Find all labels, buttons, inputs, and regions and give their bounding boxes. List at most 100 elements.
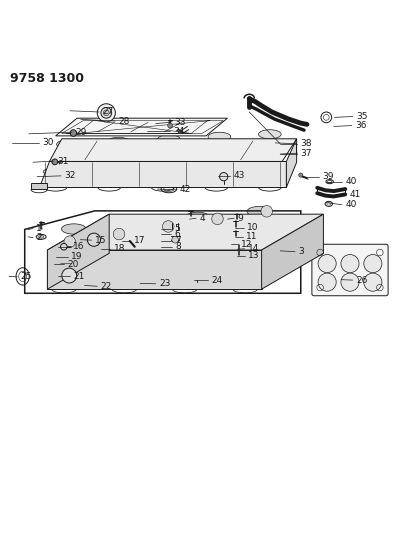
Ellipse shape: [186, 177, 211, 184]
Text: 33: 33: [174, 118, 186, 127]
Circle shape: [318, 273, 336, 291]
Text: 17: 17: [133, 237, 145, 246]
Text: 10: 10: [247, 223, 259, 232]
Ellipse shape: [36, 235, 46, 239]
Ellipse shape: [57, 140, 79, 149]
Text: 32: 32: [64, 172, 76, 180]
Circle shape: [318, 255, 336, 273]
Text: 39: 39: [323, 172, 334, 181]
Ellipse shape: [208, 132, 231, 141]
Circle shape: [97, 104, 115, 122]
Text: 30: 30: [42, 139, 54, 148]
Ellipse shape: [186, 168, 211, 175]
Polygon shape: [56, 118, 227, 136]
Ellipse shape: [61, 224, 86, 234]
Bar: [159, 216, 233, 244]
Ellipse shape: [103, 118, 119, 126]
Text: 29: 29: [75, 128, 87, 136]
Circle shape: [341, 255, 359, 273]
Ellipse shape: [198, 222, 210, 234]
Ellipse shape: [108, 254, 137, 282]
Text: 35: 35: [356, 112, 368, 121]
Text: 28: 28: [119, 117, 130, 126]
Text: 40: 40: [345, 177, 357, 186]
Circle shape: [172, 237, 178, 243]
Polygon shape: [262, 214, 323, 289]
Text: 37: 37: [301, 149, 312, 158]
Text: 22: 22: [101, 282, 112, 291]
Circle shape: [162, 221, 174, 232]
Ellipse shape: [185, 212, 210, 222]
Text: 9: 9: [237, 214, 243, 223]
Circle shape: [87, 233, 101, 246]
Ellipse shape: [59, 260, 71, 267]
Text: 21: 21: [73, 272, 85, 281]
Ellipse shape: [123, 218, 148, 228]
Text: 15: 15: [95, 236, 106, 245]
Text: 43: 43: [233, 172, 245, 180]
Ellipse shape: [107, 138, 130, 147]
Text: 5: 5: [174, 224, 180, 233]
Text: 12: 12: [241, 240, 253, 249]
Circle shape: [70, 130, 77, 136]
Ellipse shape: [113, 258, 133, 277]
Text: 14: 14: [248, 244, 260, 253]
Circle shape: [52, 159, 58, 165]
Text: 11: 11: [246, 232, 258, 241]
Text: 23: 23: [159, 279, 171, 288]
Text: 38: 38: [300, 139, 311, 148]
Ellipse shape: [247, 206, 272, 216]
Text: 27: 27: [102, 108, 114, 117]
Text: 36: 36: [355, 121, 367, 130]
Ellipse shape: [94, 282, 103, 288]
Ellipse shape: [258, 168, 282, 175]
Circle shape: [103, 110, 109, 116]
Text: 20: 20: [67, 260, 79, 269]
Polygon shape: [47, 214, 109, 289]
Ellipse shape: [258, 130, 281, 139]
Polygon shape: [47, 250, 262, 289]
Ellipse shape: [115, 177, 139, 184]
Ellipse shape: [115, 168, 139, 175]
Ellipse shape: [63, 254, 73, 259]
Circle shape: [168, 123, 173, 128]
Text: 25: 25: [21, 272, 32, 281]
Text: 18: 18: [114, 244, 125, 253]
Ellipse shape: [145, 280, 164, 288]
Ellipse shape: [43, 168, 68, 175]
Text: 7: 7: [176, 236, 181, 245]
Circle shape: [113, 228, 125, 240]
Text: 13: 13: [248, 251, 260, 260]
Polygon shape: [286, 139, 297, 188]
Text: 2: 2: [36, 233, 42, 242]
Ellipse shape: [227, 254, 255, 282]
Text: 26: 26: [356, 276, 368, 285]
Circle shape: [61, 244, 67, 250]
Ellipse shape: [258, 177, 282, 184]
Text: 16: 16: [73, 242, 84, 251]
Text: 4: 4: [199, 214, 205, 223]
Ellipse shape: [231, 258, 251, 277]
Text: 6: 6: [174, 230, 180, 239]
Circle shape: [364, 273, 382, 291]
Ellipse shape: [172, 219, 178, 228]
Circle shape: [101, 108, 112, 118]
Circle shape: [341, 273, 359, 291]
Circle shape: [62, 268, 77, 283]
Ellipse shape: [43, 177, 68, 184]
Circle shape: [261, 206, 272, 217]
Text: 42: 42: [180, 185, 191, 195]
Text: 40: 40: [345, 200, 357, 209]
Ellipse shape: [157, 135, 180, 144]
Polygon shape: [39, 161, 286, 188]
Polygon shape: [47, 214, 323, 250]
Ellipse shape: [229, 242, 236, 246]
Bar: [172, 227, 178, 232]
Text: 8: 8: [176, 242, 181, 251]
Text: 3: 3: [298, 247, 304, 256]
Circle shape: [64, 236, 75, 247]
Ellipse shape: [194, 219, 214, 238]
Circle shape: [212, 213, 223, 224]
Text: 1: 1: [36, 224, 42, 233]
Text: 19: 19: [71, 252, 83, 261]
